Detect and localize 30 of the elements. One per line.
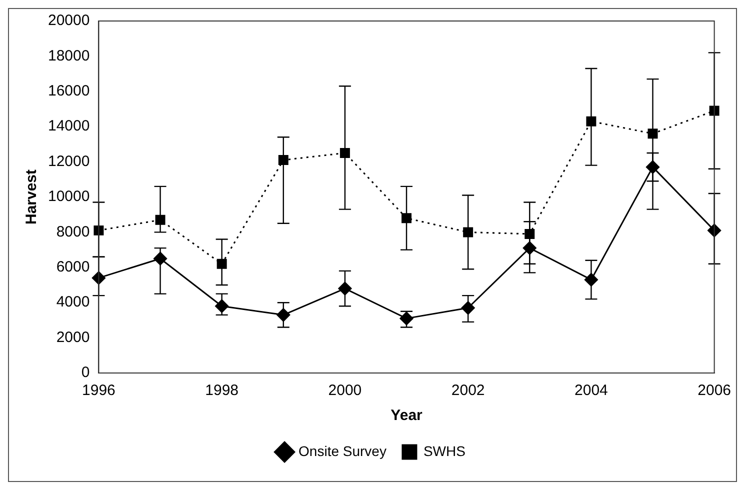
y-tick-label: 20000 (48, 12, 90, 30)
point (340, 148, 350, 158)
x-axis-title: Year (390, 407, 423, 424)
y-tick-label: 10000 (48, 188, 90, 206)
point (524, 228, 535, 239)
y-tick-label: 12000 (48, 152, 90, 170)
y-tick-label: 2000 (56, 328, 90, 346)
point (463, 227, 474, 238)
x-tick-label: 1998 (205, 382, 239, 400)
point (400, 312, 414, 326)
x-tick-label: 2002 (451, 382, 485, 400)
point (402, 213, 412, 224)
legend-label: Onsite Survey (298, 442, 386, 459)
x-tick-label: 1996 (82, 382, 116, 400)
point (338, 282, 352, 296)
y-tick-label: 8000 (56, 223, 90, 240)
y-tick-label: 16000 (48, 82, 90, 100)
y-tick-label: 18000 (48, 47, 90, 64)
x-tick-label: 2000 (328, 382, 362, 400)
x-tick-label: 2004 (574, 382, 608, 400)
y-axis-title: Harvest (23, 169, 40, 225)
point (278, 155, 288, 166)
point (276, 308, 290, 322)
point (461, 301, 475, 315)
legend-label: SWHS (423, 442, 466, 459)
x-tick-label: 2006 (698, 382, 732, 400)
y-tick-label: 4000 (56, 294, 90, 311)
y-tick-label: 14000 (48, 118, 90, 135)
y-tick-label: 0 (81, 364, 90, 382)
y-tick-label: 6000 (56, 258, 90, 276)
